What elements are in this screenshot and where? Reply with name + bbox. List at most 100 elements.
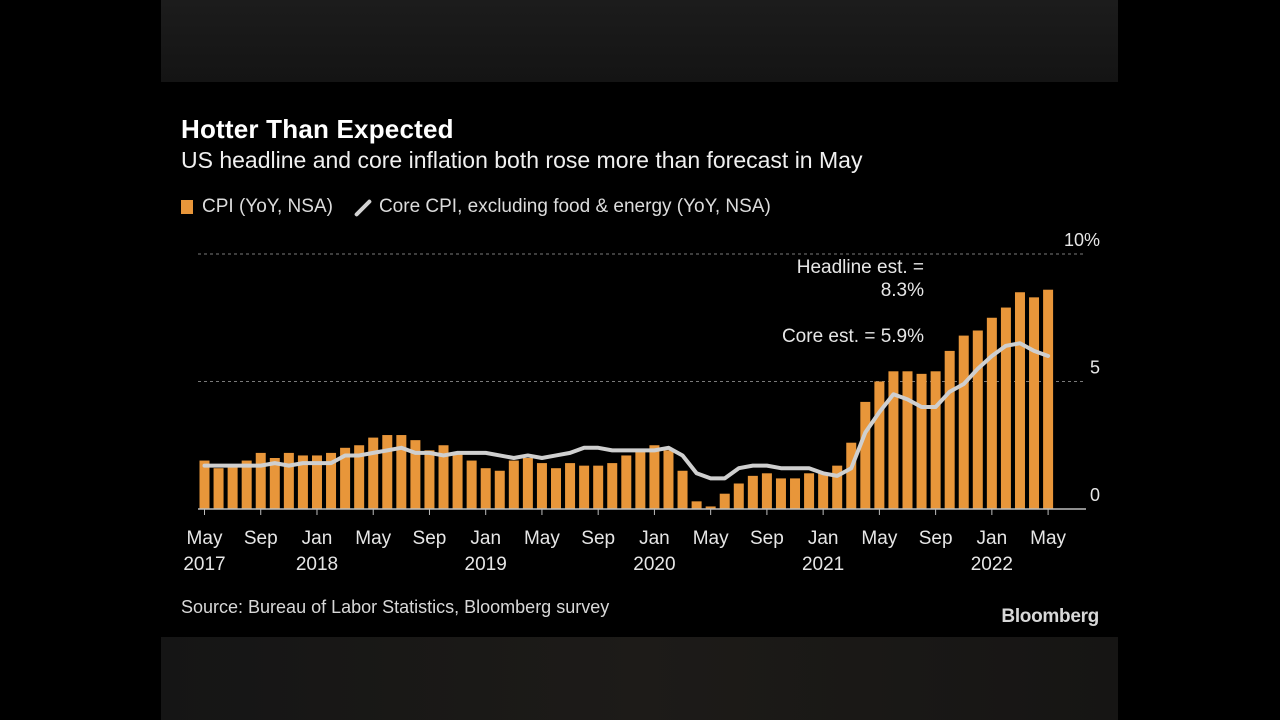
x-tick-label-year: 2020 (633, 554, 675, 575)
cpi-bar (438, 445, 449, 509)
x-tick-label-month: May (1030, 528, 1066, 549)
cpi-bar (579, 465, 590, 509)
cpi-bar (888, 371, 899, 509)
cpi-bar (1029, 297, 1040, 509)
x-tick-label-year: 2019 (465, 554, 507, 575)
bottom-background-band (161, 637, 1118, 720)
x-tick-label-year: 2021 (802, 554, 844, 575)
cpi-bar (480, 468, 491, 509)
cpi-bar (508, 460, 519, 509)
cpi-bar (663, 450, 674, 509)
cpi-bar (424, 450, 435, 509)
cpi-bar (846, 442, 857, 509)
x-tick-label-month: Jan (639, 528, 670, 549)
chart-legend: CPI (YoY, NSA) Core CPI, excluding food … (181, 195, 771, 219)
cpi-bar (775, 478, 786, 509)
x-tick-label-year: 2022 (971, 554, 1013, 575)
chart-card: Hotter Than Expected US headline and cor… (161, 82, 1118, 637)
cpi-bar (747, 475, 758, 509)
cpi-bar (691, 501, 702, 509)
x-tick-label-month: Jan (470, 528, 501, 549)
cpi-bar (790, 478, 801, 509)
cpi-bar (326, 452, 337, 509)
cpi-bar (818, 473, 829, 509)
annotations: Headline est. =8.3% Core est. = 5.9% (782, 257, 924, 347)
cpi-legend-swatch (181, 200, 193, 214)
cpi-bar (311, 455, 322, 509)
cpi-bar (972, 330, 983, 509)
cpi-bar (466, 460, 477, 509)
cpi-bar (255, 452, 266, 509)
x-tick-label-month: Jan (808, 528, 839, 549)
bloomberg-logo: Bloomberg (1001, 606, 1099, 627)
cpi-bar (410, 440, 421, 509)
cpi-bar (635, 450, 646, 509)
cpi-bar (677, 470, 688, 509)
cpi-bar (986, 317, 997, 509)
cpi-bar (241, 460, 252, 509)
cpi-bar (860, 401, 871, 509)
x-tick-label-month: May (187, 528, 223, 549)
cpi-bar (1000, 307, 1011, 509)
cpi-bar (1014, 292, 1025, 509)
cpi-bar (705, 506, 716, 509)
y-tick-label: 0 (1090, 485, 1100, 505)
cpi-bar (804, 473, 815, 509)
cpi-bar (522, 458, 533, 509)
cpi-bar (761, 473, 772, 509)
cpi-bar (902, 371, 913, 509)
x-tick-label-month: Jan (302, 528, 333, 549)
cpi-bar (621, 455, 632, 509)
x-tick-label-year: 2017 (183, 554, 225, 575)
cpi-bars (199, 289, 1054, 509)
cpi-bar (649, 445, 660, 509)
y-tick-label: 5 (1090, 357, 1100, 377)
cpi-bar (396, 435, 407, 509)
cpi-bar (536, 463, 547, 509)
cpi-bar (719, 493, 730, 509)
chart-subtitle: US headline and core inflation both rose… (181, 147, 863, 173)
cpi-bar (565, 463, 576, 509)
cpi-bar (916, 373, 927, 509)
cpi-bar (551, 468, 561, 509)
cpi-bar (452, 452, 463, 509)
x-tick-label-month: May (524, 528, 560, 549)
cpi-bar (382, 435, 393, 509)
cpi-bar (958, 335, 969, 509)
x-tick-label-year: 2018 (296, 554, 338, 575)
x-axis: May 2017 Sep Jan 2018 May Sep Jan 2019 May Sep Jan 2… (183, 508, 1086, 575)
core-cpi-line (202, 341, 1051, 481)
chart-title: Hotter Than Expected (181, 114, 454, 144)
chart-plot: May 2017 Sep Jan 2018 May Sep Jan 2019 May Sep Jan 2… (183, 230, 1100, 575)
cpi-bar (607, 463, 618, 509)
x-tick-label-month: Sep (919, 528, 953, 549)
x-tick-label-month: May (861, 528, 897, 549)
cpi-bar (930, 371, 941, 509)
headline-estimate-annotation: Headline est. = (797, 257, 924, 278)
x-tick-label-month: Sep (244, 528, 278, 549)
cpi-bar (269, 458, 280, 509)
top-background-band (161, 0, 1118, 82)
cpi-bar (494, 470, 505, 509)
y-axis: 10% 5 0 (1064, 230, 1100, 505)
cpi-legend-label: CPI (YoY, NSA) (202, 196, 333, 217)
cpi-bar (354, 445, 365, 509)
core-legend-label: Core CPI, excluding food & energy (YoY, … (378, 196, 771, 217)
cpi-bar (340, 447, 351, 509)
cpi-bar (297, 455, 308, 509)
cpi-bar (832, 465, 843, 509)
core-estimate-annotation: Core est. = 5.9% (782, 326, 924, 347)
cpi-bar (199, 460, 210, 509)
cpi-bar (1043, 289, 1054, 509)
x-tick-label-month: Sep (413, 528, 447, 549)
cpi-bar (227, 465, 238, 509)
x-tick-label-month: Sep (581, 528, 615, 549)
cpi-bar (213, 468, 224, 509)
cpi-bar (283, 452, 294, 509)
cpi-bar (593, 465, 604, 509)
source-note: Source: Bureau of Labor Statistics, Bloo… (181, 597, 610, 617)
y-tick-label: 10% (1064, 230, 1100, 250)
x-tick-label-month: May (693, 528, 729, 549)
cpi-bar (733, 483, 744, 509)
cpi-bar (874, 381, 885, 509)
